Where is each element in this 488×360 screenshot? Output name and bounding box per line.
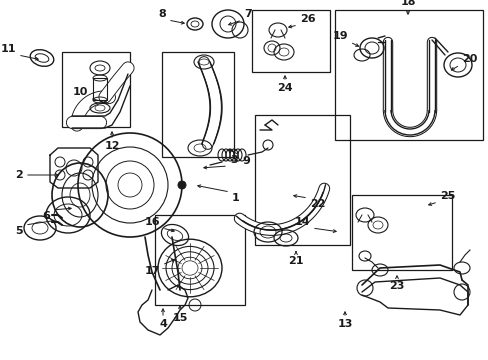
Bar [254, 115, 349, 245]
Text: 9: 9 [242, 156, 249, 166]
Text: 26: 26 [299, 14, 315, 24]
Bar [334, 10, 482, 140]
Bar [93, 78, 107, 100]
Bar [162, 52, 234, 157]
Text: 10: 10 [73, 87, 88, 97]
Text: 6: 6 [42, 211, 50, 221]
Text: 21: 21 [287, 256, 303, 266]
Text: 23: 23 [388, 281, 404, 291]
Text: 14: 14 [294, 217, 309, 227]
Text: 25: 25 [439, 191, 454, 201]
Bar [251, 10, 329, 72]
Text: 3: 3 [229, 155, 237, 165]
Text: 24: 24 [277, 83, 292, 93]
Text: 8: 8 [158, 9, 165, 19]
Text: 18: 18 [400, 0, 415, 7]
Text: 2: 2 [15, 170, 23, 180]
Text: 17: 17 [144, 266, 160, 276]
Text: 11: 11 [0, 44, 16, 54]
Ellipse shape [178, 181, 185, 189]
Text: 15: 15 [172, 313, 187, 323]
Text: 22: 22 [309, 199, 325, 209]
Text: 20: 20 [461, 54, 476, 64]
Text: 5: 5 [15, 226, 23, 236]
Text: 16: 16 [144, 217, 160, 227]
Text: 12: 12 [104, 141, 120, 151]
Bar [351, 195, 451, 270]
Bar [62, 52, 130, 127]
Text: 7: 7 [244, 9, 251, 19]
Text: 1: 1 [231, 193, 239, 203]
Bar [155, 215, 244, 305]
Text: 13: 13 [337, 319, 352, 329]
Text: 4: 4 [159, 319, 166, 329]
Text: 19: 19 [332, 31, 347, 41]
